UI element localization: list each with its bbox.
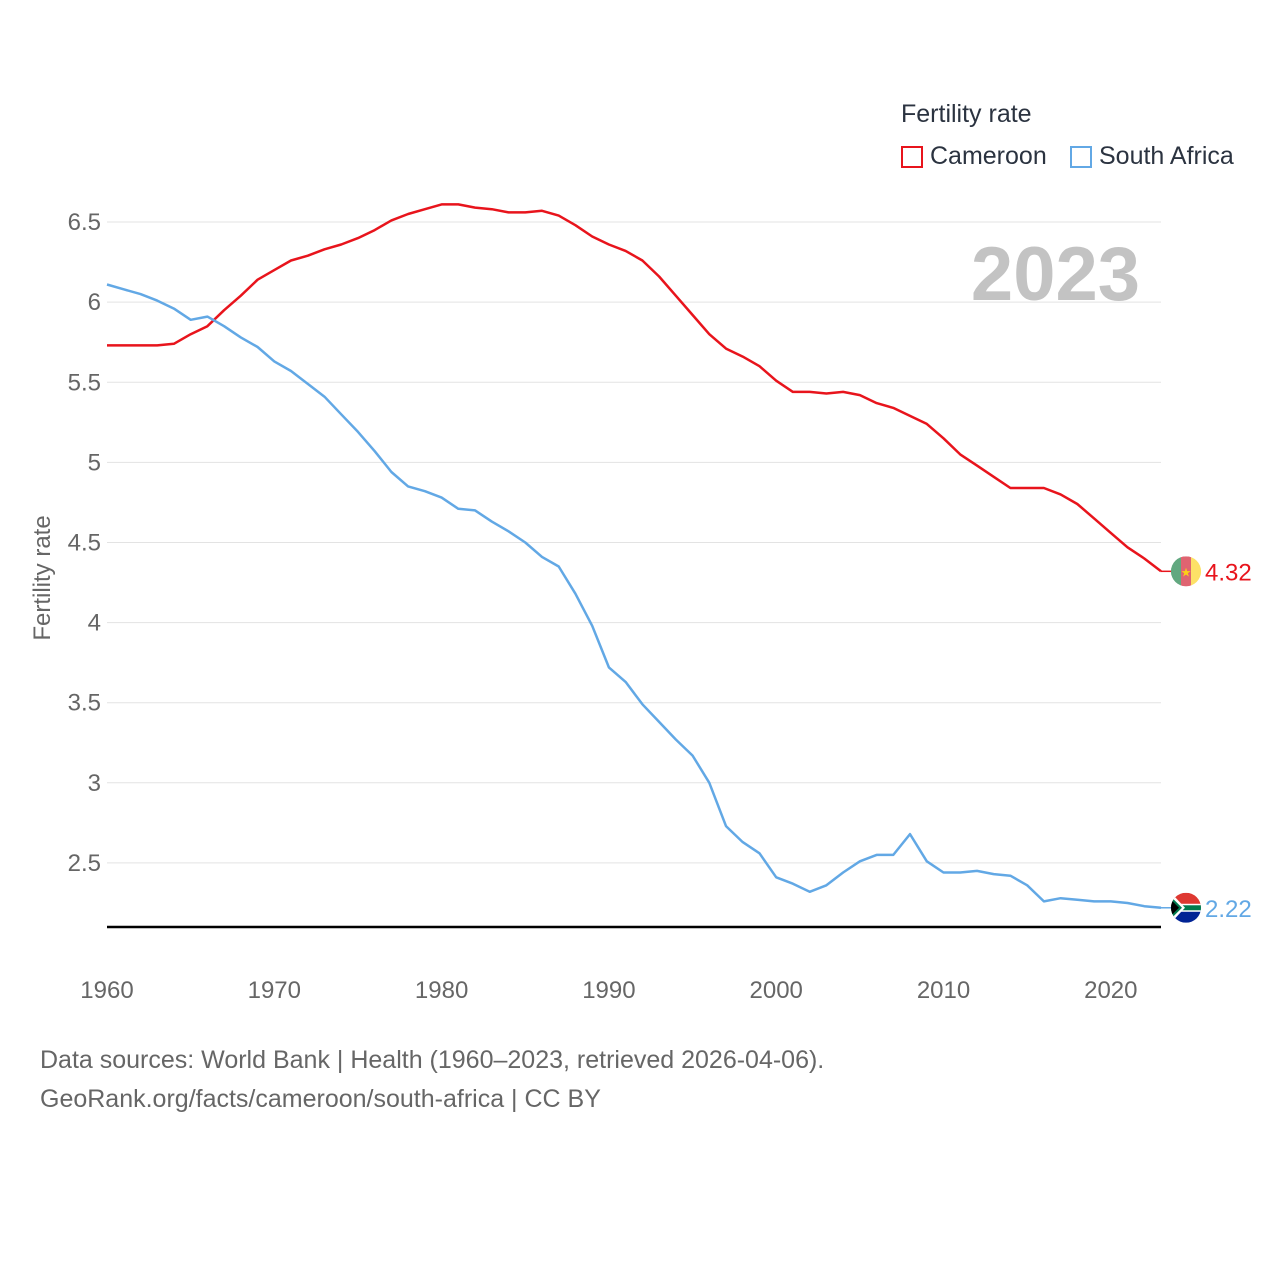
flag-cameroon-icon: ★ [1171,556,1201,587]
y-tick-label: 4 [88,610,101,637]
x-tick-label: 2020 [1084,977,1137,1004]
footer-credit[interactable]: GeoRank.org/facts/cameroon/south-africa … [40,1085,601,1113]
series-line-cameroon [107,203,1162,573]
y-tick-label: 5.5 [68,369,101,396]
legend-swatch-south-africa [1070,145,1092,168]
legend-label-cameroon: Cameroon [930,142,1047,170]
y-tick-label: 6 [88,289,101,316]
x-axis-ticks: 1960 1970 1980 1990 2000 2010 2020 [80,977,1137,1004]
x-tick-label: 1980 [415,977,468,1004]
y-tick-label: 3.5 [68,690,101,717]
flag-south-africa-icon [1171,892,1201,923]
legend-item-south-africa[interactable]: South Africa [1070,142,1234,171]
x-tick-label: 2000 [750,977,803,1004]
y-tick-label: 2.5 [68,850,101,877]
x-tick-label: 1970 [248,977,301,1004]
y-axis-ticks: 2.5 3 3.5 4 4.5 5 5.5 6 6.5 [68,209,101,877]
y-tick-label: 3 [88,770,101,797]
y-tick-label: 4.5 [68,529,101,556]
legend-label-south-africa: South Africa [1099,142,1234,170]
x-tick-label: 1960 [80,977,133,1004]
series-line-south-africa [106,283,1162,910]
y-tick-label: 5 [88,449,101,476]
x-tick-label: 2010 [917,977,970,1004]
svg-text:★: ★ [1181,565,1192,579]
end-value-label-south-africa: 2.22 [1205,896,1252,923]
y-axis-label: Fertility rate [29,515,56,640]
footer-sources: Data sources: World Bank | Health (1960–… [40,1046,825,1074]
legend-title: Fertility rate [901,100,1032,128]
end-value-label-cameroon: 4.32 [1205,559,1252,586]
legend-swatch-cameroon [901,145,923,168]
gridlines [107,221,1161,864]
legend-item-cameroon[interactable]: Cameroon [901,142,1047,171]
year-display: 2023 [971,232,1140,317]
x-tick-label: 1990 [582,977,635,1004]
y-tick-label: 6.5 [68,209,101,236]
